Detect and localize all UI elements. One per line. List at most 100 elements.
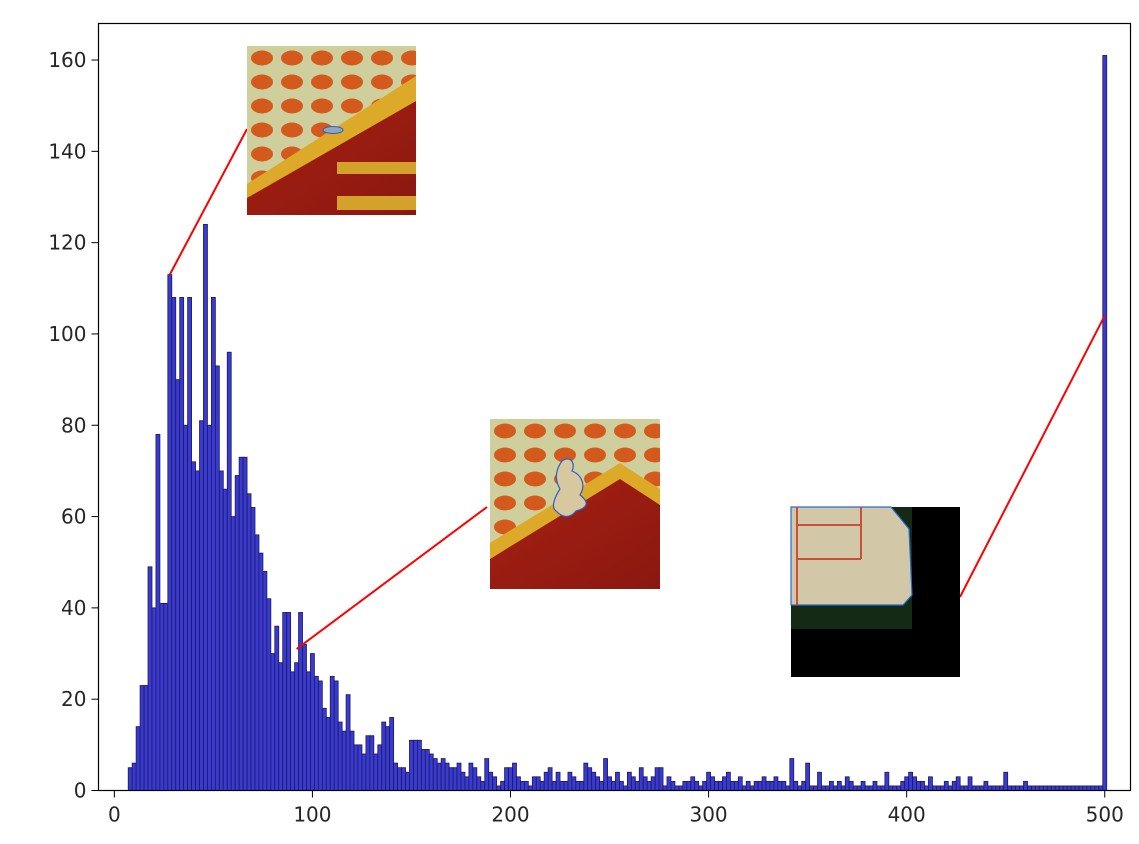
histogram-bar <box>630 776 636 791</box>
histogram-bar <box>389 717 395 791</box>
annotation-leaders <box>168 128 1106 650</box>
histogram-bar <box>278 662 284 791</box>
leader-line <box>959 315 1106 598</box>
histogram-bar <box>508 767 513 791</box>
histogram-bar <box>274 625 280 791</box>
histogram-bar <box>999 785 1005 791</box>
histogram-bar <box>329 675 335 791</box>
histogram-bar <box>737 776 743 791</box>
histogram-bar <box>547 767 553 791</box>
histogram-bar <box>298 612 303 791</box>
histogram-bar <box>155 433 161 791</box>
histogram-bar <box>595 776 601 791</box>
inset-thumbnail-mid <box>490 419 660 589</box>
histogram-bar <box>310 653 315 791</box>
histogram-bar <box>432 758 438 791</box>
histogram-bar <box>302 644 307 791</box>
histogram-bar <box>238 456 244 791</box>
histogram-bar <box>345 694 351 791</box>
histogram-bar <box>1011 785 1017 791</box>
histogram-bar <box>286 612 292 791</box>
histogram-bar <box>904 776 910 791</box>
histogram-bar <box>413 739 418 791</box>
histogram-bar <box>920 780 925 791</box>
histogram-bar <box>317 680 323 791</box>
histogram-bar <box>1066 785 1072 791</box>
histogram-bar <box>527 785 533 791</box>
histogram-bar <box>187 297 192 791</box>
histogram-bar <box>559 780 565 791</box>
histogram-bar <box>642 776 648 791</box>
histogram-bar <box>393 762 399 791</box>
histogram-bar <box>1003 771 1009 791</box>
histogram-bar <box>218 470 224 791</box>
histogram-bar <box>230 516 236 791</box>
histogram-bar <box>646 780 652 791</box>
histogram-bar <box>159 602 165 791</box>
histogram-bar <box>381 721 387 791</box>
histogram-bar <box>599 780 605 791</box>
histogram-bar <box>1090 785 1096 791</box>
histogram-bar <box>175 379 181 791</box>
histogram-bar <box>1035 785 1040 791</box>
histogram-bar <box>615 771 620 791</box>
histogram-bar <box>686 780 692 791</box>
histogram-bar <box>294 662 299 791</box>
histogram-bar <box>468 762 474 791</box>
x-axis-ticks: 0 100 200 300 400 500 <box>108 790 1124 827</box>
histogram-bar <box>222 488 228 791</box>
histogram-bar <box>892 785 898 791</box>
histogram-bar <box>191 461 196 791</box>
histogram-bar <box>749 785 755 791</box>
histogram-bar <box>250 507 256 791</box>
histogram-bar <box>654 767 660 791</box>
histogram-bar <box>670 780 676 791</box>
histogram-bar <box>147 566 153 791</box>
histogram-bar <box>769 780 775 791</box>
histogram-bar <box>817 771 822 791</box>
histogram-bar <box>472 767 478 791</box>
histogram-bar <box>179 297 185 791</box>
histogram-bar <box>424 749 430 791</box>
histogram-bar <box>203 223 208 791</box>
histogram-bar <box>947 785 953 791</box>
histogram-bar <box>1007 785 1013 791</box>
histogram-bar <box>199 420 204 791</box>
histogram-bar <box>674 785 680 791</box>
histogram-bar <box>935 785 941 791</box>
histogram-bar <box>825 785 830 791</box>
histogram-bar <box>880 785 886 791</box>
histogram-bar <box>761 776 767 791</box>
histogram-bar <box>405 771 410 791</box>
x-tick-label: 200 <box>491 803 529 827</box>
histogram-bar <box>908 771 914 791</box>
x-tick-label: 400 <box>888 803 926 827</box>
histogram-bar <box>884 771 890 791</box>
histogram-bar <box>706 771 711 791</box>
histogram-bar <box>401 767 406 791</box>
histogram-bar <box>488 771 494 791</box>
leader-line <box>296 506 488 650</box>
histogram-bar <box>924 785 929 791</box>
histogram-bar <box>428 753 434 791</box>
histogram-bar <box>928 776 933 791</box>
histogram-bar <box>579 780 585 791</box>
histogram-bar <box>523 780 529 791</box>
histogram-bar <box>587 767 593 791</box>
x-tick-label: 0 <box>108 803 121 827</box>
histogram-bar <box>214 365 220 791</box>
histogram-bar <box>1031 785 1036 791</box>
histogram-bar <box>167 274 173 791</box>
histogram-bar <box>757 780 763 791</box>
histogram-bar <box>868 785 874 791</box>
histogram-bar <box>658 767 664 791</box>
histogram-bar <box>983 780 989 791</box>
histogram-bar <box>888 785 894 791</box>
histogram-bar <box>373 753 379 791</box>
y-tick-label: 140 <box>48 139 86 163</box>
histogram-bar <box>896 785 902 791</box>
histogram-bar <box>143 685 149 791</box>
histogram-bar <box>333 680 339 791</box>
histogram-bar <box>325 717 331 791</box>
histogram-bar <box>611 780 616 791</box>
